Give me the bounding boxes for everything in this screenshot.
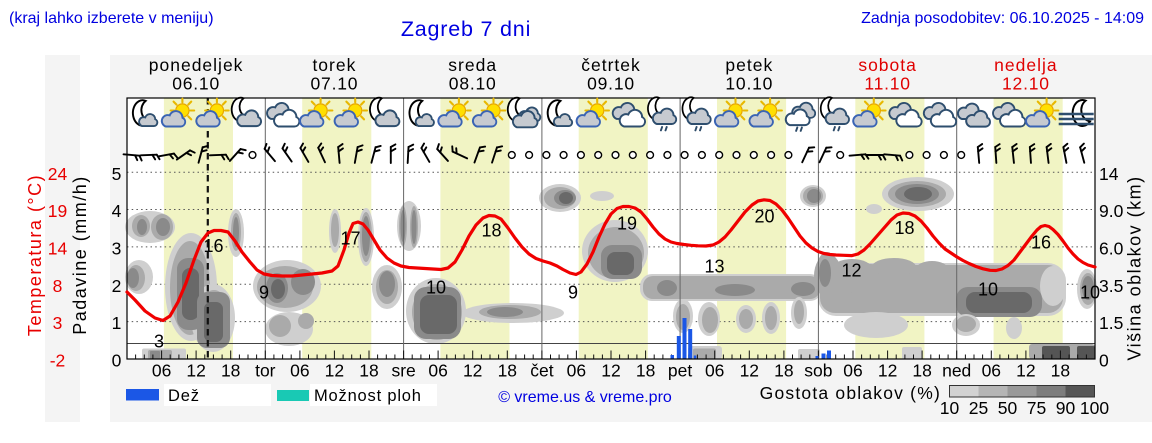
svg-text:Padavine (mm/h): Padavine (mm/h) xyxy=(70,175,90,335)
svg-text:11.10: 11.10 xyxy=(864,74,911,94)
svg-text:0: 0 xyxy=(1099,351,1109,371)
svg-text:3: 3 xyxy=(154,331,164,351)
svg-text:25: 25 xyxy=(969,398,988,418)
svg-text:24: 24 xyxy=(48,164,68,184)
svg-text:Dež: Dež xyxy=(168,387,200,405)
svg-text:75: 75 xyxy=(1027,398,1046,418)
svg-text:© vreme.us & vreme.pro: © vreme.us & vreme.pro xyxy=(498,389,672,406)
svg-text:18: 18 xyxy=(894,218,914,238)
svg-text:2: 2 xyxy=(112,276,122,296)
svg-text:50: 50 xyxy=(998,398,1018,418)
svg-text:12: 12 xyxy=(186,361,205,381)
svg-text:10: 10 xyxy=(978,279,998,299)
svg-text:pet: pet xyxy=(668,361,692,381)
svg-text:sreda: sreda xyxy=(448,55,497,75)
svg-text:06: 06 xyxy=(428,361,447,381)
svg-text:19: 19 xyxy=(617,213,637,233)
svg-text:18: 18 xyxy=(498,361,517,381)
svg-text:12: 12 xyxy=(740,361,759,381)
svg-text:1: 1 xyxy=(112,313,122,333)
svg-text:06.10: 06.10 xyxy=(172,74,220,94)
svg-text:06: 06 xyxy=(567,361,586,381)
svg-text:06: 06 xyxy=(982,361,1001,381)
svg-text:12: 12 xyxy=(601,361,620,381)
svg-text:12: 12 xyxy=(463,361,482,381)
svg-text:18: 18 xyxy=(481,220,501,240)
svg-text:14: 14 xyxy=(48,239,68,259)
svg-text:06: 06 xyxy=(152,361,171,381)
svg-text:6.0: 6.0 xyxy=(1099,239,1124,259)
svg-text:-2: -2 xyxy=(50,351,66,371)
svg-text:18: 18 xyxy=(912,361,931,381)
svg-text:(kraj lahko izberete v meniju): (kraj lahko izberete v meniju) xyxy=(9,10,214,27)
svg-text:Zadnja posodobitev: 06.10.2025: Zadnja posodobitev: 06.10.2025 - 14:09 xyxy=(861,10,1144,27)
svg-text:3.5: 3.5 xyxy=(1099,276,1123,296)
svg-text:3: 3 xyxy=(112,239,122,259)
svg-text:09.10: 09.10 xyxy=(587,74,635,94)
svg-text:14: 14 xyxy=(1099,164,1119,184)
svg-text:torek: torek xyxy=(312,55,356,75)
svg-text:19: 19 xyxy=(48,201,67,221)
svg-text:10: 10 xyxy=(426,277,446,297)
svg-text:20: 20 xyxy=(754,206,774,226)
svg-text:12: 12 xyxy=(325,361,344,381)
svg-text:18: 18 xyxy=(221,361,240,381)
svg-text:sre: sre xyxy=(391,361,415,381)
svg-text:1.5: 1.5 xyxy=(1099,313,1123,333)
svg-text:100: 100 xyxy=(1080,398,1109,418)
svg-text:10: 10 xyxy=(940,398,960,418)
svg-text:18: 18 xyxy=(636,361,655,381)
svg-text:12.10: 12.10 xyxy=(1002,74,1050,94)
svg-text:18: 18 xyxy=(359,361,378,381)
svg-text:8: 8 xyxy=(53,276,63,296)
svg-text:06: 06 xyxy=(290,361,309,381)
svg-text:5: 5 xyxy=(112,164,122,184)
svg-text:sobota: sobota xyxy=(858,55,917,75)
svg-text:nedelja: nedelja xyxy=(994,55,1057,75)
svg-text:Temperatura (°C): Temperatura (°C) xyxy=(25,174,45,336)
svg-text:12: 12 xyxy=(878,361,897,381)
svg-text:Gostota oblakov (%): Gostota oblakov (%) xyxy=(760,383,941,403)
svg-text:16: 16 xyxy=(203,236,223,256)
svg-text:18: 18 xyxy=(1051,361,1070,381)
svg-text:0: 0 xyxy=(112,351,122,371)
svg-text:čet: čet xyxy=(530,361,553,381)
svg-text:Zagreb 7 dni: Zagreb 7 dni xyxy=(401,17,531,41)
svg-text:ponedeljek: ponedeljek xyxy=(149,55,244,75)
svg-text:06: 06 xyxy=(843,361,862,381)
svg-text:tor: tor xyxy=(255,361,276,381)
svg-text:4: 4 xyxy=(112,201,122,221)
svg-text:9.0: 9.0 xyxy=(1099,201,1124,221)
svg-text:9: 9 xyxy=(568,282,578,302)
svg-text:90: 90 xyxy=(1056,398,1076,418)
svg-text:18: 18 xyxy=(774,361,793,381)
svg-text:07.10: 07.10 xyxy=(311,74,359,94)
svg-text:četrtek: četrtek xyxy=(581,55,641,75)
svg-text:3: 3 xyxy=(53,313,63,333)
svg-text:12: 12 xyxy=(841,260,861,280)
svg-text:13: 13 xyxy=(704,256,724,276)
svg-text:Višina oblakov (km): Višina oblakov (km) xyxy=(1125,175,1145,360)
svg-text:10: 10 xyxy=(1080,282,1100,302)
svg-text:12: 12 xyxy=(1016,361,1035,381)
svg-text:16: 16 xyxy=(1031,232,1051,252)
svg-text:petek: petek xyxy=(725,55,773,75)
svg-text:17: 17 xyxy=(340,228,360,248)
svg-text:08.10: 08.10 xyxy=(449,74,497,94)
svg-text:06: 06 xyxy=(705,361,724,381)
svg-text:sob: sob xyxy=(804,361,832,381)
svg-text:10.10: 10.10 xyxy=(725,74,773,94)
svg-text:Možnost ploh: Možnost ploh xyxy=(314,387,422,405)
svg-text:9: 9 xyxy=(259,282,269,302)
svg-text:ned: ned xyxy=(942,361,971,381)
